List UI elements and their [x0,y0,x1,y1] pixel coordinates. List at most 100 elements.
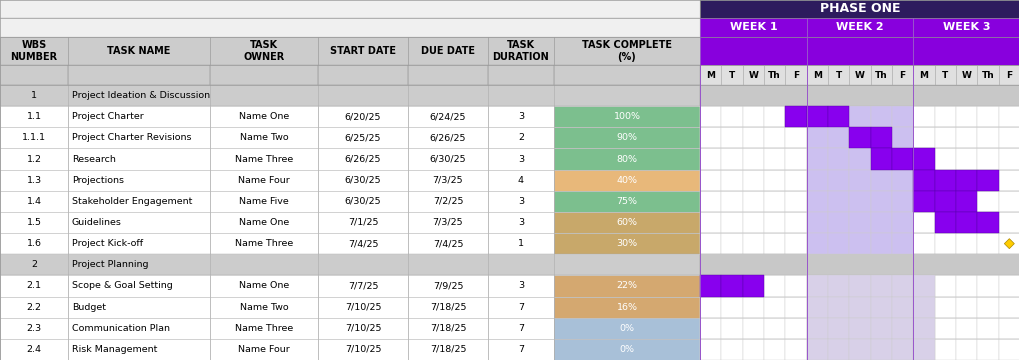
Bar [720,275,742,297]
Bar [955,297,976,318]
Text: T: T [835,71,841,80]
Bar [68,275,210,297]
Bar [912,18,1019,37]
Bar [892,170,912,191]
Bar [849,212,870,233]
Bar [0,170,68,191]
Text: 6/24/25: 6/24/25 [429,112,466,121]
Bar [998,170,1019,191]
Bar [210,233,318,254]
Text: Name Four: Name Four [237,176,289,185]
Bar [408,37,487,65]
Bar [408,339,487,360]
Bar [976,212,998,233]
Bar [553,339,699,360]
Bar [806,233,827,254]
Text: 7: 7 [518,303,524,312]
Bar [0,339,68,360]
Bar [892,106,912,127]
Bar [763,148,785,170]
Bar [870,275,892,297]
Text: W: W [961,71,971,80]
Bar [976,65,998,85]
Text: 40%: 40% [615,176,637,185]
Bar [870,339,892,360]
Text: WBS
NUMBER: WBS NUMBER [10,40,57,62]
Text: M: M [918,71,927,80]
Bar [487,233,553,254]
Bar [763,297,785,318]
Bar [785,191,806,212]
Bar [487,106,553,127]
Bar [955,191,976,212]
Bar [487,275,553,297]
Bar [806,339,827,360]
Text: 22%: 22% [615,282,637,291]
Bar [742,65,763,85]
Bar [210,339,318,360]
Bar [998,297,1019,318]
Bar [976,191,998,212]
Bar [998,191,1019,212]
Bar [849,127,870,148]
Bar [699,127,1019,148]
Bar [806,297,827,318]
Text: 4: 4 [518,176,524,185]
Bar [933,275,955,297]
Bar [699,212,1019,233]
Bar [955,65,976,85]
Bar [408,275,487,297]
Bar [827,106,849,127]
Bar [998,233,1019,254]
Text: 2.3: 2.3 [26,324,42,333]
Bar [912,339,933,360]
Text: 7/3/25: 7/3/25 [432,176,463,185]
Bar [408,65,487,85]
Bar [0,106,68,127]
Text: 2: 2 [518,134,524,143]
Bar [318,65,408,85]
Bar [849,170,870,191]
Bar [892,318,912,339]
Bar [699,275,1019,297]
Bar [408,106,487,127]
Bar [827,170,849,191]
Bar [742,318,763,339]
Bar [806,170,827,191]
Text: 16%: 16% [615,303,637,312]
Bar [912,191,933,212]
Text: Project Charter: Project Charter [72,112,144,121]
Bar [699,254,1019,275]
Text: PHASE ONE: PHASE ONE [819,3,900,15]
Text: Name Five: Name Five [238,197,288,206]
Bar [553,191,699,212]
Text: 7/18/25: 7/18/25 [429,345,466,354]
Text: 3: 3 [518,154,524,163]
Bar [487,65,553,85]
Bar [699,318,1019,339]
Text: 60%: 60% [615,218,637,227]
Bar [933,191,955,212]
Bar [318,233,408,254]
Text: Name Three: Name Three [234,239,292,248]
Bar [827,127,849,148]
Bar [806,212,827,233]
Bar [742,127,763,148]
Bar [210,212,318,233]
Bar [955,275,976,297]
Text: 7/10/25: 7/10/25 [344,324,381,333]
Text: DUE DATE: DUE DATE [421,46,475,56]
Bar [870,233,892,254]
Bar [827,127,849,148]
Bar [998,339,1019,360]
Bar [699,191,1019,212]
Bar [487,318,553,339]
Text: Name One: Name One [238,218,288,227]
Bar [720,339,742,360]
Bar [720,233,742,254]
Text: 7/10/25: 7/10/25 [344,345,381,354]
Bar [806,275,827,297]
Bar [912,275,933,297]
Bar [933,318,955,339]
Bar [976,297,998,318]
